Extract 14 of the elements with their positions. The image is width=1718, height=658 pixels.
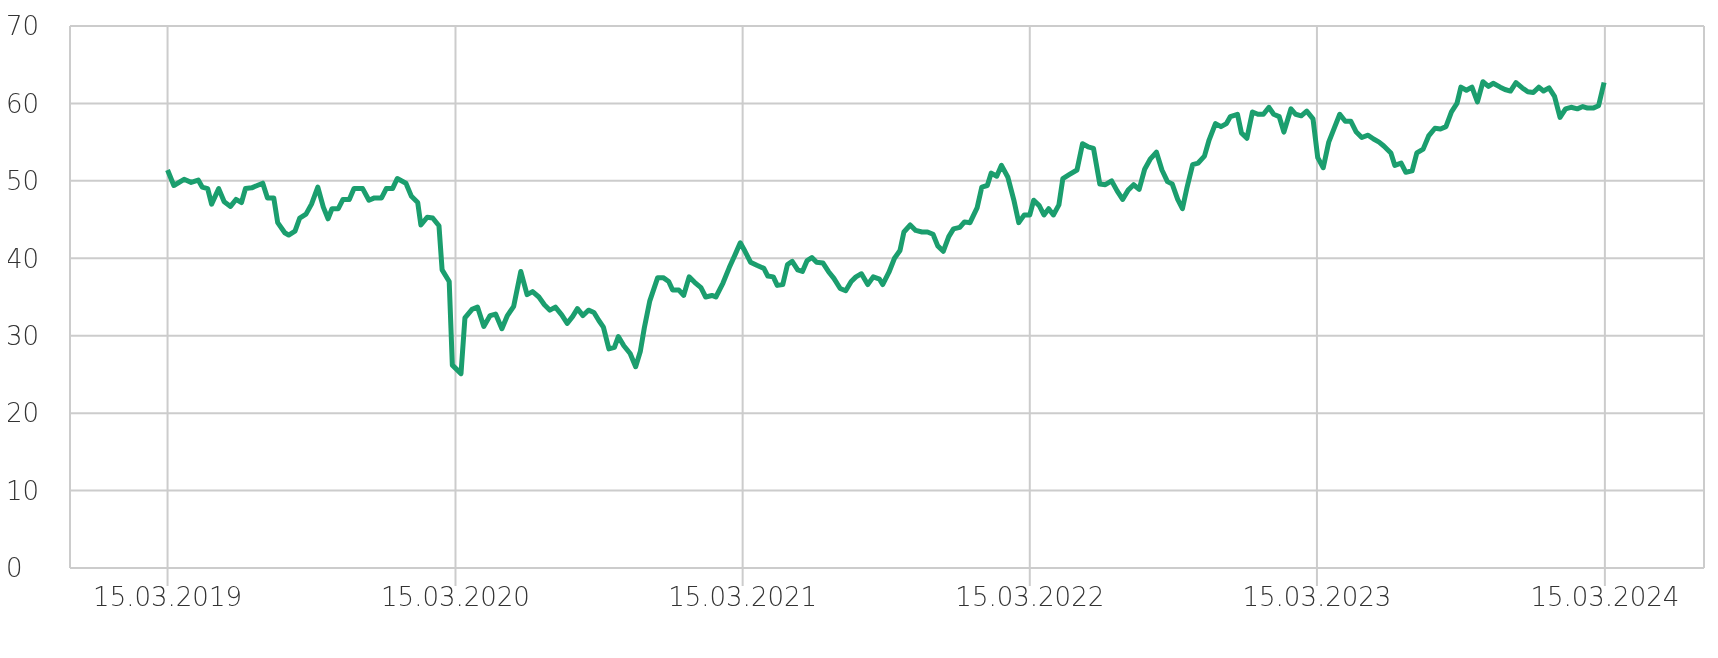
y-tick-label: 50 bbox=[6, 166, 40, 197]
y-tick-label: 20 bbox=[6, 398, 40, 429]
x-tick-label: 15.03.2019 bbox=[93, 582, 242, 613]
y-tick-label: 0 bbox=[6, 553, 23, 584]
x-tick-label: 15.03.2024 bbox=[1530, 582, 1680, 613]
x-tick-label: 15.03.2023 bbox=[1242, 582, 1392, 613]
x-tick-label: 15.03.2020 bbox=[381, 582, 530, 613]
y-tick-label: 30 bbox=[6, 320, 40, 351]
x-tick-label: 15.03.2021 bbox=[668, 582, 818, 613]
y-tick-label: 60 bbox=[6, 88, 40, 119]
y-tick-label: 40 bbox=[6, 243, 40, 274]
y-tick-label: 70 bbox=[6, 11, 40, 42]
x-tick-label: 15.03.2022 bbox=[955, 582, 1105, 613]
y-tick-label: 10 bbox=[6, 475, 40, 506]
